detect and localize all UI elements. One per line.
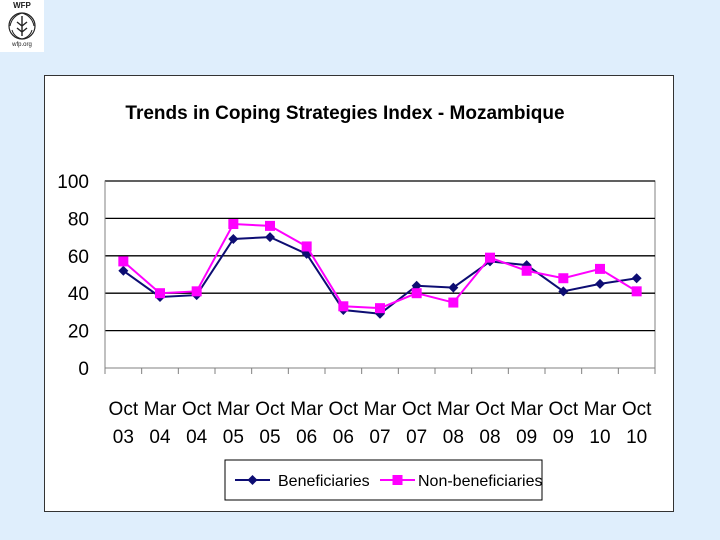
data-point bbox=[558, 286, 569, 297]
data-point bbox=[338, 301, 349, 312]
x-tick-label: Mar 04 bbox=[144, 399, 177, 448]
data-point bbox=[521, 265, 532, 276]
legend-marker bbox=[247, 475, 258, 485]
legend-label: Non-beneficiaries bbox=[418, 473, 543, 490]
x-tick-label: Oct 04 bbox=[182, 399, 212, 448]
data-point bbox=[375, 303, 385, 314]
data-point bbox=[631, 273, 642, 284]
data-point bbox=[155, 288, 165, 299]
logo-top-text: WFP bbox=[13, 1, 31, 10]
data-point bbox=[485, 252, 495, 263]
legend-entry: Non-beneficiaries bbox=[380, 473, 543, 490]
x-tick-label: Oct 08 bbox=[475, 399, 505, 448]
x-tick-label: Mar 05 bbox=[217, 399, 250, 448]
plot-area bbox=[104, 180, 656, 374]
wfp-emblem-icon bbox=[8, 12, 36, 40]
legend-label: Beneficiaries bbox=[278, 473, 370, 490]
data-point bbox=[118, 256, 129, 267]
data-point bbox=[448, 282, 459, 293]
chart-title: Trends in Coping Strategies Index - Moza… bbox=[125, 103, 564, 124]
data-point bbox=[595, 263, 605, 274]
data-point bbox=[558, 273, 569, 284]
y-axis-ticks: 0 20 40 60 80 100 bbox=[57, 172, 89, 380]
y-tick-label: 40 bbox=[68, 284, 89, 305]
y-tick-label: 0 bbox=[78, 359, 89, 380]
y-tick-label: 60 bbox=[68, 247, 89, 268]
legend-entry: Beneficiaries bbox=[235, 473, 370, 490]
data-point bbox=[595, 278, 605, 289]
wfp-logo: WFP wfp.org bbox=[0, 0, 44, 52]
legend: Beneficiaries Non-beneficiaries bbox=[224, 459, 543, 501]
x-tick-label: Mar 09 bbox=[510, 399, 543, 448]
data-point bbox=[411, 288, 422, 299]
x-tick-label: Oct 03 bbox=[109, 399, 139, 448]
x-tick-label: Mar 08 bbox=[437, 399, 470, 448]
data-point bbox=[228, 219, 239, 230]
data-point bbox=[265, 220, 275, 231]
x-tick-label: Oct 05 bbox=[255, 399, 285, 448]
y-tick-label: 80 bbox=[68, 209, 89, 230]
x-tick-label: Oct 07 bbox=[402, 399, 432, 448]
data-point bbox=[228, 233, 239, 244]
data-point bbox=[448, 297, 459, 308]
data-point bbox=[118, 265, 129, 276]
x-tick-label: Oct 10 bbox=[622, 399, 652, 448]
x-tick-label: Oct 09 bbox=[549, 399, 579, 448]
x-tick-label: Oct 06 bbox=[329, 399, 359, 448]
x-tick-label: Mar 10 bbox=[584, 399, 617, 448]
plot-background bbox=[104, 180, 656, 369]
data-point bbox=[191, 286, 202, 297]
series-layer bbox=[118, 219, 642, 319]
data-point bbox=[301, 241, 312, 252]
x-tick-label: Mar 06 bbox=[290, 399, 323, 448]
logo-bottom-text: wfp.org bbox=[12, 42, 32, 48]
chart-svg: Trends in Coping Strategies Index - Moza… bbox=[57, 103, 656, 501]
data-point bbox=[631, 286, 642, 297]
data-point bbox=[265, 232, 275, 243]
x-tick-label: Mar 07 bbox=[364, 399, 397, 448]
series-non-beneficiaries bbox=[118, 219, 642, 314]
y-tick-label: 100 bbox=[57, 172, 89, 193]
chart-frame: Trends in Coping Strategies Index - Moza… bbox=[44, 75, 674, 512]
y-tick-label: 20 bbox=[68, 322, 89, 343]
legend-marker bbox=[392, 475, 403, 485]
